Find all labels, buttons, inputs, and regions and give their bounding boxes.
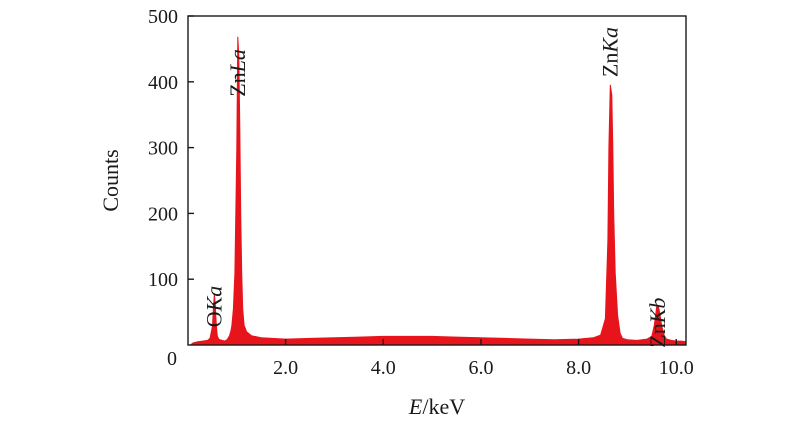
y-axis-title: Counts [98, 149, 123, 211]
x-tick-label: 2.0 [273, 357, 298, 379]
x-tick-label: 4.0 [371, 357, 396, 379]
x-axis-title: E/keV [408, 394, 465, 419]
peak-label-znkb: ZnKb [645, 298, 670, 348]
x-origin-label: 0 [167, 348, 177, 370]
peak-labels: OKa ZnLa ZnKa ZnKb [201, 27, 670, 348]
y-tick-label: 200 [148, 203, 178, 225]
x-axis-title-unit: /keV [422, 394, 465, 419]
x-tick-label: 8.0 [566, 357, 591, 379]
x-axis-title-symbol: E [408, 394, 423, 419]
x-tick-label: 10.0 [659, 357, 694, 379]
plot-area [187, 15, 687, 346]
peak-label-znka: ZnKa [597, 27, 622, 77]
spectrum-series [189, 36, 687, 346]
x-tick-label: 6.0 [468, 357, 493, 379]
plot-frame [187, 15, 687, 346]
y-axis: 100 200 300 400 500 [148, 6, 194, 291]
y-tick-label: 500 [148, 6, 178, 28]
y-tick-label: 100 [148, 269, 178, 291]
x-axis: 2.0 4.0 6.0 8.0 10.0 0 [167, 339, 694, 379]
peak-label-znla: ZnLa [225, 49, 250, 97]
peak-label-oka: OKa [201, 286, 226, 328]
y-tick-label: 300 [148, 138, 178, 160]
y-tick-label: 400 [148, 72, 178, 94]
